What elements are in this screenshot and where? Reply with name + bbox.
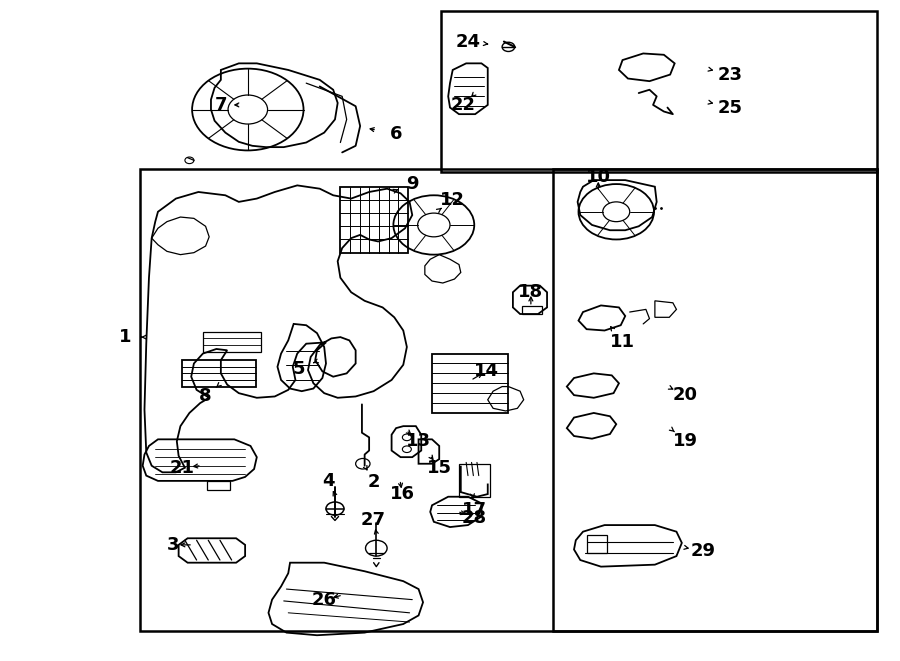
- Text: 11: 11: [610, 333, 635, 352]
- Bar: [432, 354, 508, 413]
- Text: 6: 6: [390, 125, 402, 143]
- Text: 25: 25: [718, 98, 742, 116]
- Bar: [441, 11, 877, 173]
- Text: 16: 16: [390, 485, 415, 503]
- Text: 5: 5: [292, 360, 305, 377]
- Text: 15: 15: [427, 459, 452, 477]
- Text: 28: 28: [462, 510, 487, 527]
- Text: 19: 19: [673, 432, 698, 449]
- Bar: [140, 169, 877, 631]
- Text: 18: 18: [518, 284, 544, 301]
- Text: 9: 9: [406, 175, 419, 193]
- Bar: [202, 332, 261, 352]
- Text: 27: 27: [361, 512, 386, 529]
- Bar: [459, 464, 490, 496]
- Bar: [522, 306, 542, 314]
- Bar: [554, 169, 877, 631]
- Text: 26: 26: [311, 591, 337, 609]
- Text: 7: 7: [214, 96, 227, 114]
- Text: 13: 13: [406, 432, 431, 450]
- Text: 22: 22: [451, 96, 476, 114]
- Text: 21: 21: [170, 459, 194, 477]
- Bar: [182, 360, 256, 387]
- Text: 23: 23: [718, 65, 742, 83]
- Text: 20: 20: [673, 386, 698, 404]
- Text: 4: 4: [322, 472, 335, 490]
- Text: 12: 12: [440, 191, 465, 209]
- Text: 14: 14: [473, 362, 499, 380]
- Text: 2: 2: [367, 473, 380, 491]
- Text: 1: 1: [119, 328, 131, 346]
- Text: 24: 24: [455, 32, 481, 51]
- Bar: [340, 186, 408, 253]
- Text: 3: 3: [167, 536, 179, 554]
- Text: 8: 8: [199, 387, 212, 405]
- Text: 29: 29: [691, 543, 716, 561]
- Text: 10: 10: [586, 169, 611, 186]
- Text: 17: 17: [462, 501, 487, 519]
